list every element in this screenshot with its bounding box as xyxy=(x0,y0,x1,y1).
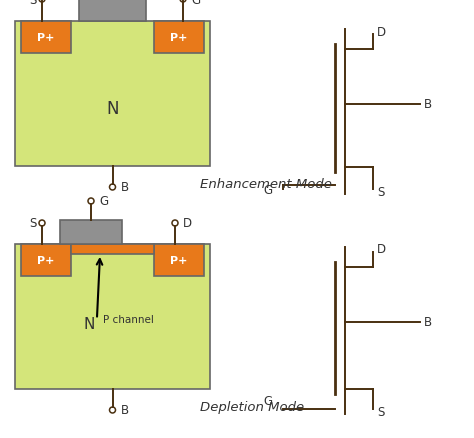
Bar xyxy=(60,220,122,244)
Text: B: B xyxy=(120,403,128,417)
Text: N: N xyxy=(83,317,95,332)
Text: B: B xyxy=(424,98,432,111)
Text: P+: P+ xyxy=(37,33,55,43)
Text: Enhancement Mode: Enhancement Mode xyxy=(200,178,332,191)
Bar xyxy=(71,244,154,254)
Text: P+: P+ xyxy=(170,33,188,43)
Bar xyxy=(79,0,146,22)
Text: G: G xyxy=(191,0,200,7)
Bar xyxy=(21,22,71,54)
Text: G: G xyxy=(264,395,273,408)
Bar xyxy=(15,22,210,166)
Text: P+: P+ xyxy=(37,255,55,265)
Text: Depletion Mode: Depletion Mode xyxy=(200,401,304,413)
Text: P+: P+ xyxy=(170,255,188,265)
Bar xyxy=(154,244,204,276)
Text: D: D xyxy=(377,243,386,256)
Text: B: B xyxy=(120,181,128,194)
Bar xyxy=(15,244,210,389)
Text: S: S xyxy=(377,186,384,199)
Text: G: G xyxy=(99,195,108,208)
Text: S: S xyxy=(29,217,36,230)
Bar xyxy=(154,22,204,54)
Text: B: B xyxy=(424,316,432,329)
Text: S: S xyxy=(29,0,36,7)
Text: D: D xyxy=(183,217,192,230)
Text: S: S xyxy=(377,406,384,419)
Text: D: D xyxy=(377,25,386,39)
Text: G: G xyxy=(264,184,273,197)
Text: N: N xyxy=(106,100,119,118)
Bar xyxy=(21,244,71,276)
Text: P channel: P channel xyxy=(103,314,154,325)
